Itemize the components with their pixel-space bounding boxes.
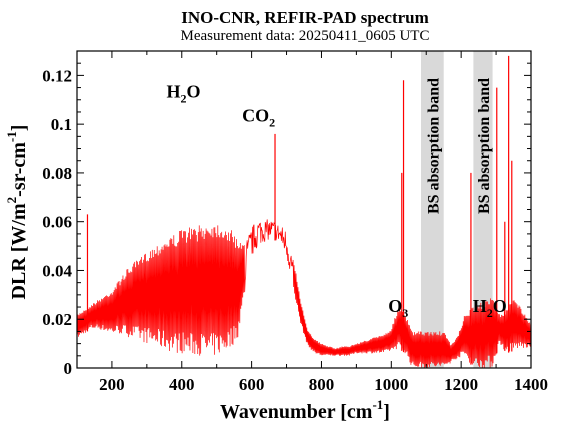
x-tick-label-400: 400 xyxy=(169,375,195,394)
x-tick-label-200: 200 xyxy=(99,375,125,394)
absorption-band-label-2: BS absorption band xyxy=(476,78,493,214)
absorption-band-2 xyxy=(473,51,493,368)
x-tick-label-1200: 1200 xyxy=(444,375,478,394)
absorption-band-1 xyxy=(420,51,444,368)
x-axis-label: Wavenumber [cm-1] xyxy=(220,397,390,423)
y-tick-label-6: 0.12 xyxy=(42,66,72,85)
chart-title: INO-CNR, REFIR-PAD spectrum xyxy=(181,8,429,27)
x-tick-label-1000: 1000 xyxy=(374,375,408,394)
y-tick-label-5: 0.1 xyxy=(51,115,72,134)
annotation-h2o-right: H2O xyxy=(473,296,507,320)
y-tick-labels: 0 0.02 0.04 0.06 0.08 0.1 0.12 xyxy=(42,66,72,378)
y-tick-label-4: 0.08 xyxy=(42,164,72,183)
y-tick-label-2: 0.04 xyxy=(42,261,72,280)
annotation-h2o-left: H2O xyxy=(166,81,200,105)
y-tick-label-1: 0.02 xyxy=(42,310,72,329)
absorption-bands xyxy=(420,51,493,368)
spectrum-line xyxy=(77,219,531,368)
absorption-band-labels: BS absorption band BS absorption band xyxy=(425,78,493,214)
y-tick-label-3: 0.06 xyxy=(42,213,72,232)
x-tick-label-800: 800 xyxy=(309,375,335,394)
absorption-band-label-1: BS absorption band xyxy=(425,78,442,214)
annotation-o3: O3 xyxy=(388,296,408,320)
x-tick-label-1400: 1400 xyxy=(514,375,548,394)
spectrum-series xyxy=(77,55,531,368)
x-tick-labels: 200 400 600 800 1000 1200 1400 xyxy=(99,375,548,394)
y-axis-label: DLR [W/m2-sr-cm-1] xyxy=(4,125,30,300)
y-tick-label-0: 0 xyxy=(64,359,73,378)
axis-ticks xyxy=(77,50,532,369)
molecule-annotations: H2O CO2 O3 H2O xyxy=(166,81,506,320)
x-tick-label-600: 600 xyxy=(239,375,265,394)
annotation-co2: CO2 xyxy=(242,106,275,130)
chart-subtitle: Measurement data: 20250411_0605 UTC xyxy=(181,28,430,44)
